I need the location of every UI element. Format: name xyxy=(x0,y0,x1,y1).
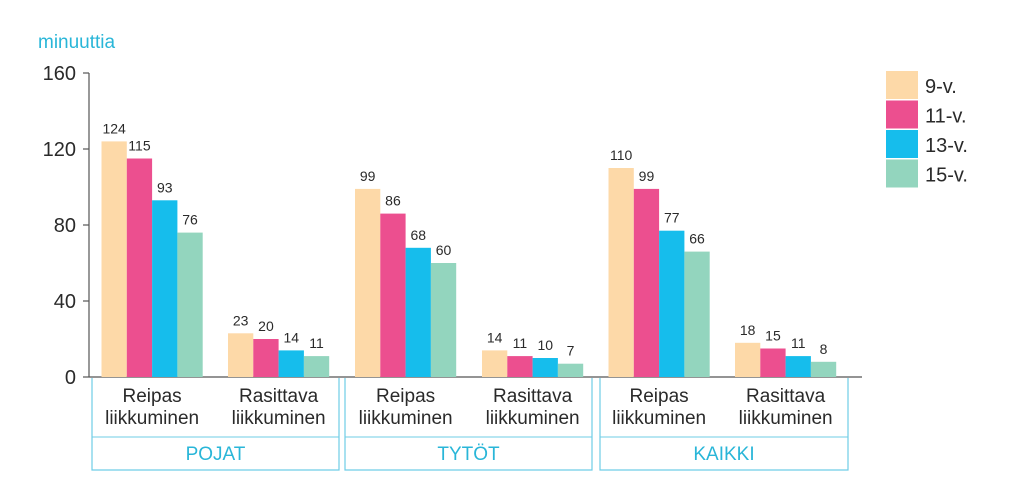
bar xyxy=(430,263,457,377)
bar xyxy=(633,188,660,377)
category-label: Rasittava liikkuminen xyxy=(232,386,326,429)
bar-value-label: 18 xyxy=(740,322,756,338)
bar xyxy=(532,358,558,377)
bar-value-label: 66 xyxy=(689,231,705,247)
legend-swatch xyxy=(886,71,918,99)
bar xyxy=(177,232,203,377)
bar xyxy=(557,363,584,377)
y-tick-label: 160 xyxy=(43,63,76,85)
bar xyxy=(659,230,685,377)
bar-value-label: 10 xyxy=(537,337,553,353)
group-bracket xyxy=(91,378,340,471)
legend-swatch xyxy=(886,100,918,129)
category-label: Reipas liikkuminen xyxy=(105,386,199,429)
y-tick-label: 0 xyxy=(65,367,76,389)
bar-value-label: 86 xyxy=(385,193,401,209)
bar xyxy=(303,356,330,377)
group-bracket xyxy=(599,378,849,471)
group-label: TYTÖT xyxy=(437,444,500,465)
bar-value-label: 7 xyxy=(567,343,575,359)
bar xyxy=(380,213,406,377)
bars xyxy=(101,141,837,377)
y-axis-ticks: 0 40 80 120 160 xyxy=(43,63,89,389)
bar-value-label: 99 xyxy=(639,168,655,184)
bar xyxy=(684,251,710,377)
group-brackets: POJAT TYTÖT KAIKKI xyxy=(91,378,849,471)
bar xyxy=(253,339,279,377)
bar xyxy=(405,247,431,377)
bar-value-label: 20 xyxy=(258,318,274,334)
bar-value-label: 11 xyxy=(791,335,806,351)
bar xyxy=(785,356,811,377)
legend: 9-v. 11-v. 13-v. 15-v. xyxy=(886,71,968,188)
bar xyxy=(482,350,508,377)
bar-value-label: 77 xyxy=(664,210,680,226)
category-label: Reipas liikkuminen xyxy=(612,386,706,429)
legend-swatch xyxy=(886,159,918,188)
bar-value-label: 99 xyxy=(360,168,376,184)
bar-value-label: 93 xyxy=(157,179,173,195)
bar xyxy=(278,350,304,377)
category-label: Reipas liikkuminen xyxy=(359,386,453,429)
bar xyxy=(608,168,634,377)
group-bracket xyxy=(344,378,593,471)
legend-label: 9-v. xyxy=(925,76,957,98)
bar-value-label: 110 xyxy=(610,147,633,163)
y-tick-label: 40 xyxy=(54,291,76,313)
bar xyxy=(810,361,837,377)
bar xyxy=(760,348,786,377)
bar-value-label: 14 xyxy=(283,329,299,345)
group-label: KAIKKI xyxy=(693,444,754,465)
group-label: POJAT xyxy=(186,444,246,465)
bar-value-label: 15 xyxy=(765,328,781,344)
bar xyxy=(355,188,381,377)
y-tick-label: 120 xyxy=(43,139,76,161)
bar-value-label: 115 xyxy=(128,138,151,154)
bar-value-label: 8 xyxy=(820,341,828,357)
category-label: Rasittava liikkuminen xyxy=(486,386,580,429)
bar xyxy=(101,141,127,377)
bar xyxy=(126,158,153,377)
bar xyxy=(152,200,178,377)
y-axis-unit-label: minuuttia xyxy=(38,32,116,53)
bar xyxy=(507,356,533,377)
legend-label: 13-v. xyxy=(925,135,968,157)
bar-value-label: 60 xyxy=(436,242,452,258)
bar-value-label: 68 xyxy=(410,227,426,243)
legend-swatch xyxy=(886,130,918,158)
bar-value-label: 11 xyxy=(513,335,528,351)
category-label: Rasittava liikkuminen xyxy=(739,386,833,429)
bar-value-label: 124 xyxy=(102,120,126,136)
y-tick-label: 80 xyxy=(54,215,76,237)
category-labels: Reipas liikkuminen Rasittava liikkuminen Rei… xyxy=(105,386,832,429)
bar xyxy=(228,333,254,377)
legend-label: 15-v. xyxy=(925,165,968,187)
bar-value-label: 76 xyxy=(182,212,198,228)
bar xyxy=(735,342,761,377)
legend-label: 11-v. xyxy=(925,106,967,128)
bar-value-label: 14 xyxy=(487,329,503,345)
bar-value-label: 11 xyxy=(309,335,324,351)
bar-value-label: 23 xyxy=(233,312,249,328)
